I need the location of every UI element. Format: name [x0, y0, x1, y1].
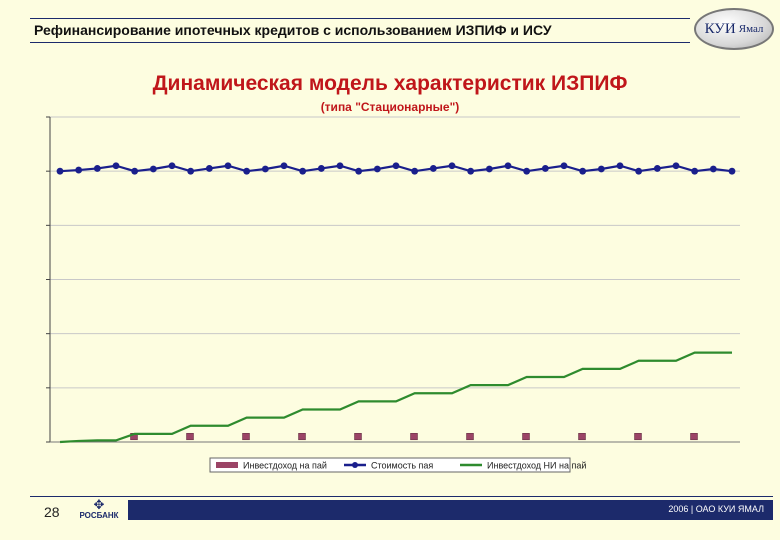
series-point-1 [579, 167, 587, 175]
series-point-1 [485, 165, 493, 173]
header-top-line [30, 18, 690, 19]
series-point-1 [261, 165, 269, 173]
series-point-1 [187, 167, 195, 175]
page-number: 28 [44, 504, 60, 520]
series-point-1 [355, 167, 363, 175]
page-header-title: Рефинансирование ипотечных кредитов с ис… [34, 22, 552, 38]
series-point-1 [728, 167, 736, 175]
series-point-1 [560, 162, 568, 170]
series-point-1 [523, 167, 531, 175]
series-point-1 [616, 162, 624, 170]
series-point-1 [653, 165, 661, 172]
bar-marker-0 [466, 433, 474, 441]
bar-marker-0 [578, 433, 586, 441]
bar-marker-0 [522, 433, 530, 441]
series-point-1 [504, 162, 512, 170]
footer-copyright: 2006 | ОАО КУИ ЯМАЛ [668, 504, 764, 514]
bar-marker-0 [186, 433, 194, 441]
kui-yamal-logo: КУИ Ямал [694, 8, 774, 50]
series-point-1 [709, 165, 717, 173]
rosbank-logo: ✥ РОСБАНК [74, 498, 124, 520]
rosbank-mark-icon: ✥ [93, 497, 105, 512]
series-point-1 [597, 165, 605, 173]
series-point-1 [411, 167, 419, 175]
series-point-1 [541, 165, 549, 172]
logo-text-small: Ямал [738, 23, 764, 35]
bar-marker-0 [634, 433, 642, 441]
series-point-1 [429, 165, 437, 172]
legend-label-1: Стоимость пая [371, 461, 433, 471]
series-point-1 [672, 162, 680, 170]
footer-bar [128, 500, 773, 520]
series-point-1 [691, 167, 699, 175]
legend-label-0: Инвестдоход на пай [243, 461, 327, 471]
bar-marker-0 [354, 433, 362, 441]
series-point-1 [336, 162, 344, 170]
series-point-1 [299, 167, 307, 175]
series-point-1 [280, 162, 288, 170]
bar-marker-0 [298, 433, 306, 441]
rosbank-name: РОСБАНК [79, 511, 119, 520]
series-line-2 [59, 351, 732, 444]
legend-label-2: Инвестдоход НИ на пай [487, 461, 586, 471]
series-point-1 [317, 165, 325, 172]
bar-marker-0 [690, 433, 698, 441]
series-point-1 [93, 165, 101, 172]
chart-subtitle: (типа "Стационарные") [320, 100, 460, 114]
legend-swatch-dot-1 [352, 462, 358, 468]
series-point-1 [131, 167, 139, 175]
series-point-1 [243, 167, 251, 175]
series-point-1 [168, 162, 176, 170]
series-point-1 [149, 165, 157, 173]
logo-text-main: КУИ [704, 20, 736, 37]
header-underline [30, 42, 690, 43]
legend-swatch-0 [216, 462, 238, 468]
series-point-1 [56, 167, 64, 175]
series-point-1 [392, 162, 400, 170]
chart-title: Динамическая модель характеристик ИЗПИФ [152, 72, 628, 95]
bar-marker-0 [410, 433, 418, 441]
series-point-1 [205, 165, 213, 172]
series-point-1 [635, 167, 643, 175]
footer-line [30, 496, 773, 497]
series-point-1 [75, 166, 83, 174]
chart-title-wrap: Динамическая модель характеристик ИЗПИФ [120, 72, 660, 96]
series-point-1 [373, 165, 381, 173]
bar-marker-0 [242, 433, 250, 441]
series-point-1 [224, 162, 232, 170]
series-point-1 [448, 162, 456, 170]
legend-box [209, 457, 571, 473]
series-point-1 [112, 162, 120, 170]
series-point-1 [467, 167, 475, 175]
